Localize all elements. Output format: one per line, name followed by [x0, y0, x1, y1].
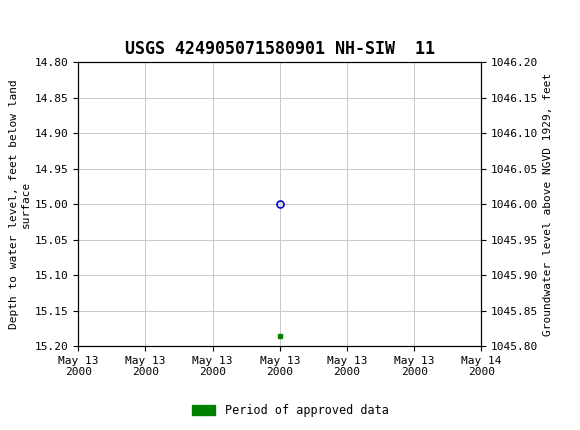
Y-axis label: Depth to water level, feet below land
surface: Depth to water level, feet below land su…	[9, 80, 31, 329]
Legend: Period of approved data: Period of approved data	[187, 399, 393, 422]
Text: ≈USGS: ≈USGS	[6, 6, 82, 26]
Y-axis label: Groundwater level above NGVD 1929, feet: Groundwater level above NGVD 1929, feet	[542, 73, 553, 336]
Title: USGS 424905071580901 NH-SIW  11: USGS 424905071580901 NH-SIW 11	[125, 40, 435, 58]
